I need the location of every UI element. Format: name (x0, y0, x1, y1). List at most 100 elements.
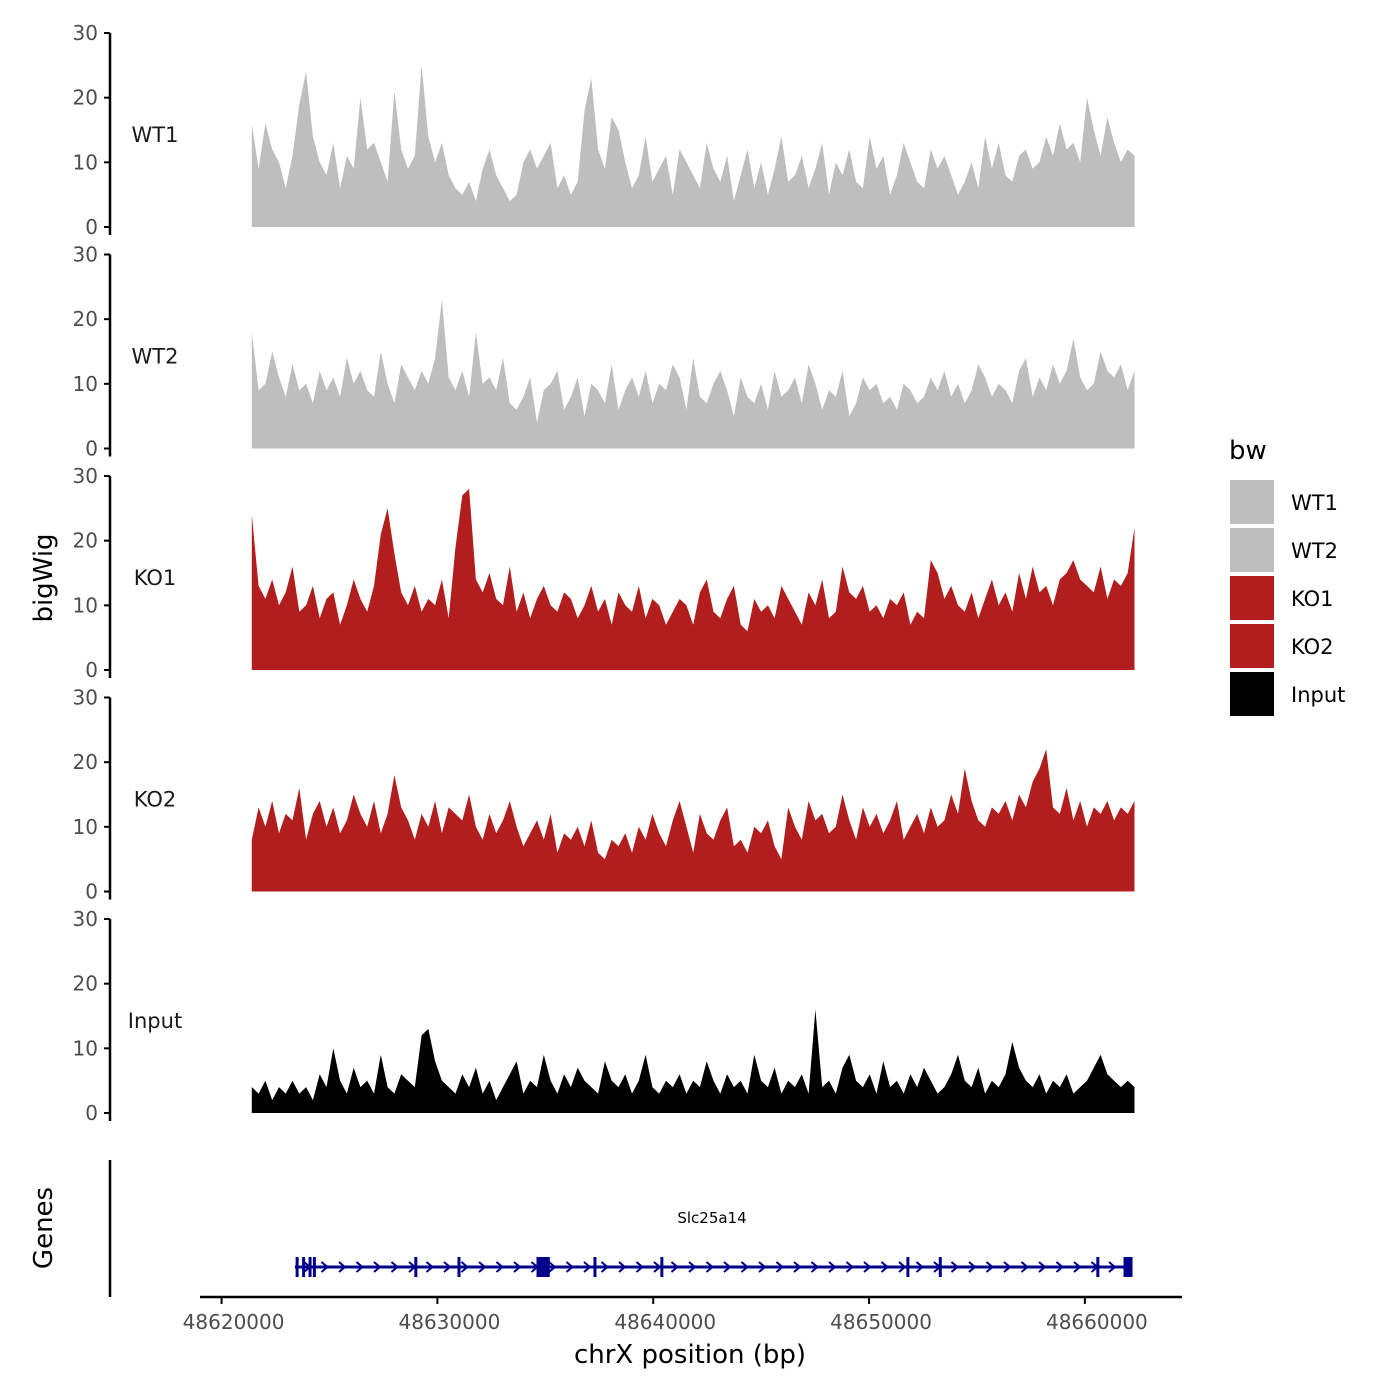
exon (660, 1257, 664, 1277)
strand-arrow (460, 1261, 470, 1273)
y-tick-label: 10 (73, 593, 98, 617)
y-tick-label: 20 (73, 750, 98, 774)
strand-arrow (478, 1261, 487, 1273)
track-label: Input (128, 1009, 182, 1033)
y-tick-label: 20 (73, 529, 98, 553)
gene-track: Slc25a14 (108, 1160, 1133, 1297)
x-tick-label: 48620000 (183, 1310, 285, 1334)
strand-arrow (705, 1261, 715, 1273)
y-tick-label: 10 (73, 1036, 98, 1060)
y-tick-label: 20 (73, 86, 98, 110)
strand-arrow (338, 1261, 347, 1273)
exon (308, 1257, 312, 1277)
track-label: KO1 (134, 566, 177, 590)
strand-arrow (513, 1261, 522, 1273)
strand-arrow (670, 1261, 680, 1273)
x-tick-label: 48630000 (399, 1310, 501, 1334)
strand-arrow (775, 1261, 785, 1273)
legend: bw WT1 WT2 KO1 KO2 Input (1229, 436, 1345, 716)
strand-arrow (548, 1261, 557, 1273)
area-ko1 (251, 488, 1135, 670)
strand-arrow (1003, 1261, 1012, 1273)
strand-arrow (880, 1261, 890, 1273)
y-tick-label: 30 (73, 686, 98, 710)
x-axis: 48620000 48630000 48640000 48650000 48660000 (183, 1295, 1182, 1334)
strand-arrow (810, 1261, 820, 1273)
track-ko2: 0 10 20 30 KO2 (73, 686, 1135, 904)
strand-arrow (635, 1261, 645, 1273)
gene-track-title: Genes (29, 1187, 59, 1269)
y-tick-label: 10 (73, 372, 98, 396)
gene-name-label: Slc25a14 (677, 1209, 746, 1227)
strand-arrow (1038, 1261, 1047, 1273)
strand-arrow (425, 1261, 435, 1273)
track-label: WT1 (132, 123, 179, 147)
strand-arrow (968, 1261, 977, 1273)
legend-label-input: Input (1291, 683, 1345, 707)
y-tick-label: 30 (73, 243, 98, 267)
strand-arrow (373, 1261, 382, 1273)
legend-label-wt1: WT1 (1291, 491, 1338, 515)
area-input (251, 1009, 1135, 1113)
exon (540, 1257, 550, 1277)
legend-key-input (1230, 672, 1274, 716)
track-label: WT2 (132, 345, 179, 369)
exon (593, 1257, 597, 1277)
area-ko2 (251, 749, 1135, 892)
y-tick-label: 30 (73, 21, 98, 45)
strand-arrow (600, 1261, 610, 1273)
y-tick-label: 0 (85, 880, 98, 904)
strand-arrow (863, 1261, 872, 1273)
strand-arrow (390, 1261, 400, 1273)
strand-arrow (583, 1261, 592, 1273)
x-axis-title: chrX position (bp) (574, 1340, 806, 1370)
track-wt2: 0 10 20 30 WT2 (73, 243, 1135, 461)
exon (295, 1257, 299, 1277)
y-tick-label: 10 (73, 815, 98, 839)
strand-arrow (1073, 1261, 1082, 1273)
y-tick-label: 10 (73, 150, 98, 174)
strand-arrow (443, 1261, 452, 1273)
signal-tracks: 0 10 20 30 WT1 0 10 20 30 WT2 0 10 20 30 KO1 0 10 20 30 KO2… (73, 21, 1135, 1125)
strand-arrow (845, 1261, 855, 1273)
strand-arrow (320, 1261, 330, 1273)
exon (1123, 1257, 1133, 1277)
x-tick-label: 48640000 (614, 1310, 716, 1334)
strand-arrow (618, 1261, 627, 1273)
y-tick-label: 0 (85, 658, 98, 682)
strand-arrow (793, 1261, 802, 1273)
strand-arrow (355, 1261, 365, 1273)
strand-arrow (653, 1261, 662, 1273)
strand-arrow (740, 1261, 750, 1273)
strand-arrow (723, 1261, 732, 1273)
legend-title: bw (1229, 436, 1267, 466)
x-tick-label: 48660000 (1046, 1310, 1148, 1334)
area-wt1 (251, 65, 1135, 227)
track-ko1: 0 10 20 30 KO1 (73, 464, 1135, 682)
exon (938, 1257, 942, 1277)
legend-key-ko1 (1230, 576, 1274, 620)
legend-label-ko1: KO1 (1291, 587, 1334, 611)
exon (414, 1257, 418, 1277)
strand-arrow (1055, 1261, 1065, 1273)
track-wt1: 0 10 20 30 WT1 (73, 21, 1135, 239)
strand-arrow (915, 1261, 925, 1273)
track-label: KO2 (134, 788, 177, 812)
track-input: 0 10 20 30 Input (73, 907, 1135, 1125)
y-tick-label: 20 (73, 307, 98, 331)
y-axis-title: bigWig (29, 533, 59, 622)
x-tick-label: 48650000 (830, 1310, 932, 1334)
y-tick-label: 30 (73, 464, 98, 488)
y-tick-label: 30 (73, 907, 98, 931)
y-tick-label: 0 (85, 1101, 98, 1125)
strand-arrow (495, 1261, 505, 1273)
exon (312, 1257, 316, 1277)
legend-key-ko2 (1230, 624, 1274, 668)
strand-arrow (950, 1261, 960, 1273)
legend-key-wt2 (1230, 528, 1274, 572)
strand-arrow (758, 1261, 767, 1273)
strand-arrow (828, 1261, 837, 1273)
strand-arrow (688, 1261, 697, 1273)
y-tick-label: 20 (73, 972, 98, 996)
